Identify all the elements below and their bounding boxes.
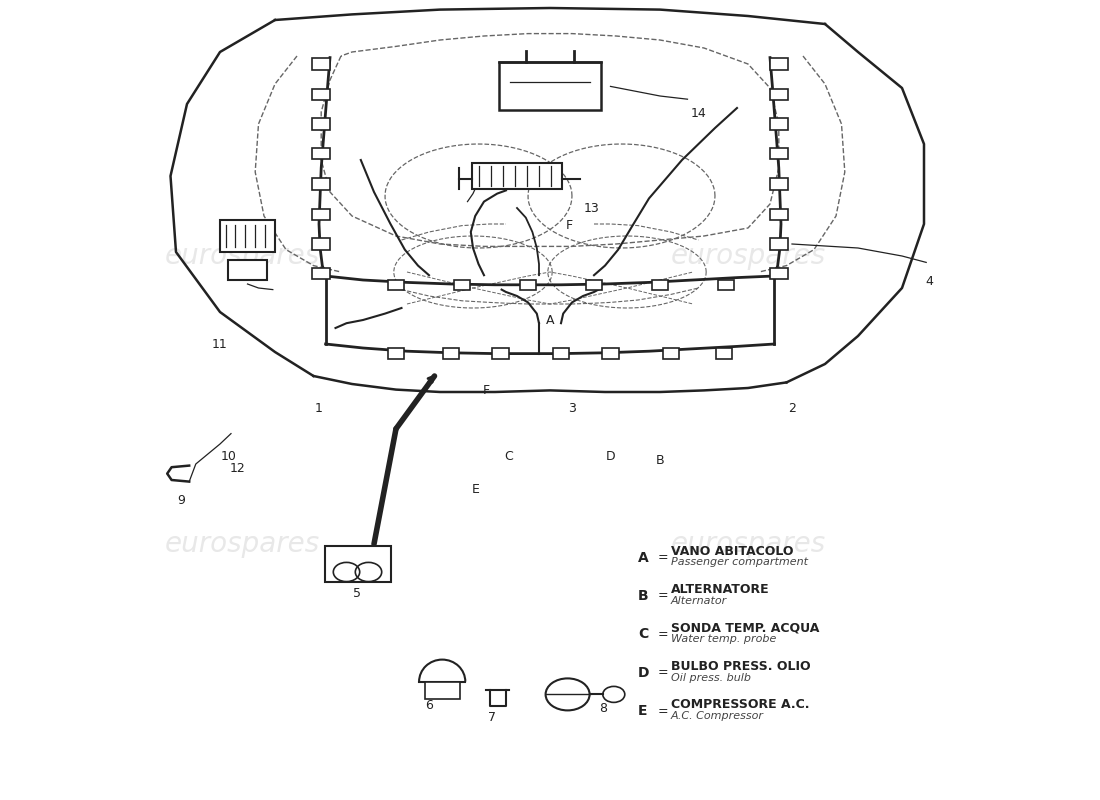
Text: =: = (658, 590, 669, 602)
Bar (312, 58, 330, 70)
Text: C: C (638, 627, 648, 642)
Text: ALTERNATORE: ALTERNATORE (671, 583, 770, 596)
Bar (442, 348, 459, 358)
Bar (770, 89, 788, 100)
Text: VANO ABITACOLO: VANO ABITACOLO (671, 545, 793, 558)
Text: =: = (658, 666, 669, 679)
Bar (387, 348, 405, 358)
Text: Water temp. probe: Water temp. probe (671, 634, 777, 644)
Bar (716, 348, 733, 358)
Text: 4: 4 (925, 275, 934, 288)
Bar (770, 268, 788, 279)
Bar (662, 348, 680, 358)
Bar (312, 118, 330, 130)
Text: A.C. Compressor: A.C. Compressor (671, 711, 764, 721)
Text: 8: 8 (598, 702, 607, 714)
Text: E: E (471, 483, 480, 496)
Text: 2: 2 (788, 402, 796, 414)
Text: eurospares: eurospares (164, 530, 320, 558)
Text: 6: 6 (425, 699, 433, 712)
Text: 1: 1 (315, 402, 323, 414)
Bar (387, 279, 405, 290)
Text: COMPRESSORE A.C.: COMPRESSORE A.C. (671, 698, 810, 711)
Text: Passenger compartment: Passenger compartment (671, 558, 808, 567)
Bar (603, 348, 619, 358)
Text: F: F (483, 384, 490, 397)
Text: 14: 14 (691, 107, 706, 120)
Bar (312, 268, 330, 279)
Bar (229, 259, 267, 279)
Text: eurospares: eurospares (670, 530, 826, 558)
Text: D: D (638, 666, 649, 680)
Text: 5: 5 (353, 587, 362, 600)
Bar (493, 348, 508, 358)
Bar (312, 148, 330, 159)
Text: B: B (638, 589, 649, 603)
Bar (770, 148, 788, 159)
Bar (770, 178, 788, 190)
Bar (312, 238, 330, 250)
Text: 9: 9 (177, 494, 186, 506)
Bar (324, 546, 390, 582)
Bar (312, 178, 330, 190)
Text: A: A (638, 550, 649, 565)
Bar (718, 279, 735, 290)
Text: eurospares: eurospares (670, 242, 826, 270)
Bar (586, 279, 603, 290)
Bar (312, 89, 330, 100)
Text: BULBO PRESS. OLIO: BULBO PRESS. OLIO (671, 660, 811, 673)
Text: Alternator: Alternator (671, 596, 727, 606)
Text: eurospares: eurospares (164, 242, 320, 270)
Bar (553, 348, 570, 358)
Text: 3: 3 (568, 402, 576, 414)
Text: 12: 12 (230, 462, 245, 475)
Text: 7: 7 (487, 711, 496, 724)
Text: =: = (658, 628, 669, 641)
Text: D: D (606, 450, 615, 462)
Text: SONDA TEMP. ACQUA: SONDA TEMP. ACQUA (671, 622, 820, 634)
Bar (453, 279, 471, 290)
Text: =: = (658, 705, 669, 718)
Text: 10: 10 (221, 450, 236, 462)
Bar (770, 118, 788, 130)
Bar (770, 209, 788, 220)
Bar (312, 209, 330, 220)
Text: A: A (546, 314, 554, 326)
Text: 11: 11 (212, 338, 228, 350)
Text: F: F (566, 219, 573, 232)
Bar (220, 220, 275, 252)
Bar (770, 238, 788, 250)
Text: Oil press. bulb: Oil press. bulb (671, 673, 751, 682)
Bar (519, 279, 537, 290)
Bar (770, 58, 788, 70)
Bar (425, 682, 460, 699)
Bar (499, 62, 601, 110)
Text: C: C (504, 450, 513, 462)
Bar (472, 163, 562, 189)
Bar (651, 279, 669, 290)
Text: E: E (638, 704, 648, 718)
Text: =: = (658, 551, 669, 564)
Text: 13: 13 (584, 202, 600, 214)
Text: B: B (656, 454, 664, 466)
